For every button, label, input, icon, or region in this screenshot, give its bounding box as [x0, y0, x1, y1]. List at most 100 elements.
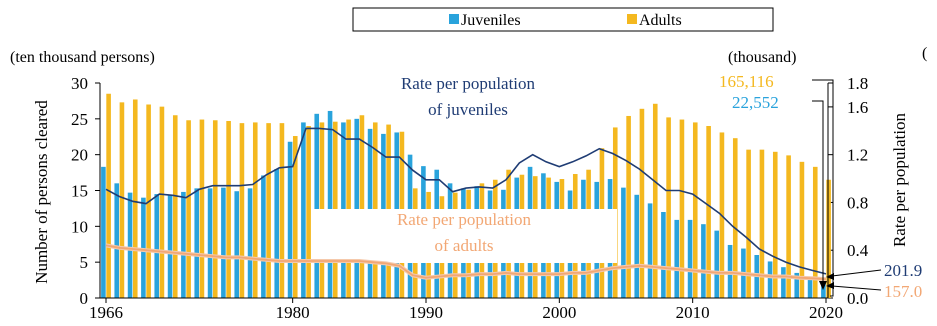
juveniles-callout-arrowhead	[819, 281, 827, 290]
bar-juveniles	[661, 212, 666, 298]
bar-adults	[812, 166, 818, 298]
juvenile-rate-label-line1: Rate per population	[401, 74, 536, 93]
left-tick-label: 30	[71, 74, 88, 93]
bar-adults	[746, 149, 751, 298]
bar-series	[101, 93, 831, 299]
bar-adults	[226, 120, 231, 298]
right-tick-label: 1.2	[847, 146, 868, 165]
juvenile-rate-callout-arrowhead	[826, 273, 834, 280]
bar-juveniles	[141, 197, 146, 298]
bar-juveniles	[194, 188, 200, 298]
bar-adults	[732, 138, 738, 298]
juveniles-2020-value: 22,552	[732, 93, 779, 112]
x-tick-label: 2010	[676, 303, 710, 322]
x-tick-label: 1990	[409, 303, 443, 322]
bar-juveniles	[314, 113, 320, 298]
adults-callout-connector	[812, 79, 834, 297]
bar-adults	[706, 126, 711, 298]
adult-rate-callout-line	[831, 285, 882, 291]
bar-juveniles	[794, 272, 800, 298]
x-tick-label: 1980	[276, 303, 310, 322]
left-tick-label: 0	[80, 289, 89, 308]
bar-adults	[759, 149, 765, 298]
bar-adults	[346, 119, 351, 298]
bar-adults	[239, 123, 245, 298]
bar-juveniles	[781, 267, 786, 298]
legend-swatch-juveniles	[449, 14, 459, 24]
bar-juveniles	[767, 261, 773, 298]
bar-juveniles	[714, 230, 720, 298]
bar-juveniles	[807, 277, 813, 298]
bar-juveniles	[154, 194, 160, 298]
adult-rate-label-line1: Rate per population	[397, 210, 532, 229]
x-axis-ticks: 1966 1980 1990 2000 2010 2020	[89, 298, 843, 322]
bar-adults	[212, 120, 218, 299]
bar-adults	[172, 115, 178, 298]
bar-adults	[359, 115, 365, 298]
bar-adults	[119, 102, 125, 298]
left-tick-label: 10	[71, 217, 88, 236]
juveniles-callout-connector	[812, 100, 824, 287]
bar-adults	[692, 122, 698, 299]
right-tick-label: 0.8	[847, 193, 868, 212]
right-axis-unit: (thousand)	[728, 49, 796, 66]
bar-juveniles	[301, 122, 306, 299]
bar-juveniles	[701, 224, 706, 298]
bar-juveniles	[181, 191, 186, 298]
left-tick-label: 25	[71, 110, 88, 129]
right-axis-ticks: 0.0 0.4 0.8 1.2 1.6 1.8	[828, 74, 869, 308]
bar-juveniles	[821, 281, 826, 298]
bar-juveniles	[287, 141, 293, 298]
bar-adults	[266, 123, 271, 298]
juvenile-rate-callout-line	[831, 269, 882, 277]
x-tick-label: 2020	[809, 303, 843, 322]
right-tick-label: 1.6	[847, 98, 868, 117]
bar-adults	[279, 123, 285, 298]
left-axis-ticks: 0 5 10 15 20 25 30	[71, 74, 100, 308]
bar-adults	[639, 108, 645, 298]
bar-juveniles	[274, 169, 280, 298]
legend-swatch-adults	[627, 14, 637, 24]
left-tick-label: 15	[71, 182, 88, 201]
juvenile-rate-2020-value: 201.9	[884, 261, 922, 280]
bar-juveniles	[674, 219, 680, 298]
legend-label-juveniles: Juveniles	[461, 12, 521, 29]
bar-juveniles	[101, 166, 106, 298]
bar-adults	[252, 122, 258, 299]
bar-juveniles	[234, 191, 240, 298]
adult-rate-callout-arrowhead	[826, 282, 834, 289]
bar-juveniles	[354, 118, 360, 298]
left-tick-label: 5	[80, 253, 89, 272]
legend-label-adults: Adults	[639, 12, 682, 29]
bar-adults	[786, 155, 791, 298]
bar-adults	[679, 119, 685, 298]
bar-juveniles	[687, 219, 693, 298]
line-series	[105, 127, 827, 282]
bar-juveniles	[621, 187, 626, 298]
adult-rate-line	[105, 244, 827, 281]
juvenile-rate-label-line2: of juveniles	[428, 100, 508, 119]
bar-juveniles	[634, 194, 640, 298]
juvenile-rate-line	[105, 127, 827, 275]
legend: Juveniles Adults	[352, 7, 774, 32]
right-tick-label: 1.8	[847, 74, 868, 93]
bar-adults	[666, 117, 671, 299]
bar-juveniles	[221, 187, 226, 298]
bar-adults	[292, 136, 298, 298]
right-tick-label: 0.4	[847, 241, 869, 260]
bar-adults	[652, 103, 658, 299]
adult-rate-2020-value: 157.0	[884, 282, 922, 301]
bar-juveniles	[207, 188, 213, 298]
right-axis-title: Rate per population	[890, 112, 909, 247]
x-tick-label: 2000	[542, 303, 576, 322]
bar-juveniles	[647, 203, 653, 298]
left-axis-unit: (ten thousand persons)	[10, 49, 155, 66]
left-axis-title: Number of persons cleared	[32, 100, 51, 284]
bar-adults	[106, 93, 111, 298]
bar-adults	[826, 179, 831, 298]
adults-2020-value: 165,116	[719, 72, 774, 91]
bar-adults	[626, 115, 631, 298]
bar-adults	[159, 106, 165, 299]
left-tick-label: 20	[71, 146, 88, 165]
